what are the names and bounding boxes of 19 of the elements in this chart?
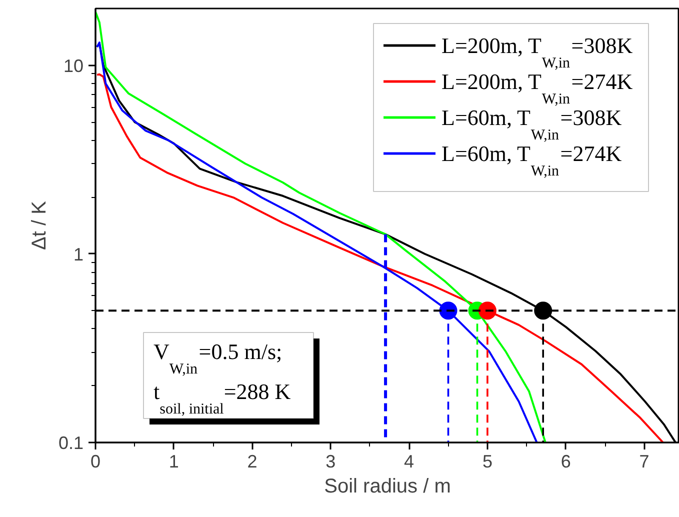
x-tick-label: 7 <box>639 452 650 472</box>
annotation: VW,in=0.5 m/s; <box>154 339 282 378</box>
x-axis-title: Soil radius / m <box>324 476 451 498</box>
x-tick-label: 2 <box>247 452 258 472</box>
x-tick-label: 1 <box>168 452 179 472</box>
x-tick-label: 4 <box>404 452 414 472</box>
legend-label: L=200m, TW,in=308K <box>442 33 633 72</box>
y-tick-label: 1 <box>73 244 84 264</box>
x-tick-label: 5 <box>482 452 492 472</box>
legend-label: L=200m, TW,in=274K <box>442 69 633 108</box>
x-tick-label: 0 <box>90 452 101 472</box>
legend-label: L=60m, TW,in=274K <box>442 141 622 180</box>
y-tick-label: 0.1 <box>58 433 84 453</box>
y-tick-label: 10 <box>63 56 84 76</box>
x-tick-label: 3 <box>326 452 336 472</box>
annotation: tsoil, initial=288 K <box>154 379 291 418</box>
x-tick-label: 6 <box>560 452 571 472</box>
y-axis-title: Δt / K <box>28 200 50 250</box>
legend-label: L=60m, TW,in=308K <box>442 105 622 144</box>
